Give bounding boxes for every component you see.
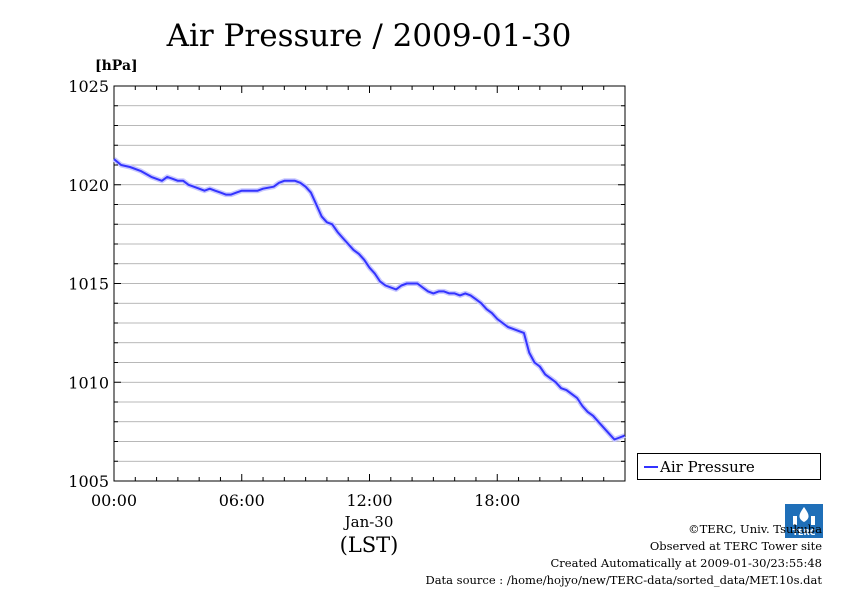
legend-label-air-pressure: Air Pressure <box>660 458 755 476</box>
observed-site-text: Observed at TERC Tower site <box>649 539 822 553</box>
series-halo-air-pressure <box>112 157 626 442</box>
grid-lines <box>114 105 625 462</box>
axis-tick-labels: 1005 1010 1015 1020 1025 00:00 06:00 12:00 18:00 <box>68 77 520 510</box>
copyright-text: ©TERC, Univ. Tsukuba <box>688 522 822 536</box>
x-tick-label: 06:00 <box>219 491 265 510</box>
x-tick-label: 12:00 <box>346 491 392 510</box>
series-line-air-pressure <box>113 158 625 441</box>
y-tick-label: 1010 <box>68 373 109 392</box>
x-axis-date-label: Jan-30 <box>343 513 394 531</box>
y-axis-unit: [hPa] <box>95 58 138 74</box>
axis-ticks <box>113 85 626 482</box>
x-tick-label: 18:00 <box>474 491 520 510</box>
legend-swatch-air-pressure <box>644 466 658 468</box>
chart-legend: Air Pressure <box>637 453 821 480</box>
y-tick-label: 1025 <box>68 77 109 96</box>
y-tick-label: 1005 <box>68 472 109 491</box>
x-tick-label: 00:00 <box>91 491 137 510</box>
x-axis-label: (LST) <box>340 533 399 557</box>
series-layer <box>112 157 626 442</box>
data-source-text: Data source : /home/hojyo/new/TERC-data/… <box>425 573 822 587</box>
y-tick-label: 1020 <box>68 176 109 195</box>
chart-title: Air Pressure / 2009-01-30 <box>166 18 572 54</box>
y-tick-label: 1015 <box>68 275 109 294</box>
created-timestamp-text: Created Automatically at 2009-01-30/23:5… <box>550 556 823 570</box>
terc-logo-icon: TERC <box>785 504 823 538</box>
svg-text:TERC: TERC <box>793 528 816 537</box>
